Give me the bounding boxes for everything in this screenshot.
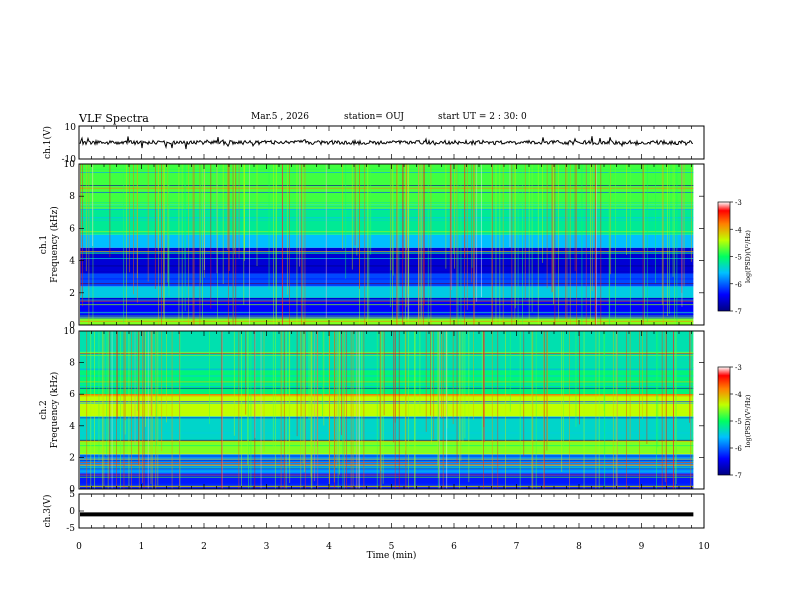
spectrogram-band bbox=[80, 394, 694, 417]
y-tick-label: 10 bbox=[64, 327, 76, 337]
y-axis-label: Frequency (kHz) bbox=[49, 206, 60, 283]
y-tick-label: 2 bbox=[69, 453, 75, 463]
waveform-ch3-frame bbox=[78, 493, 705, 529]
colorbar-label: log(PSD)(V²/Hz) bbox=[744, 230, 752, 283]
y-tick-label: 10 bbox=[65, 123, 77, 133]
x-axis-label: Time (min) bbox=[367, 550, 417, 561]
spectrogram-band bbox=[80, 416, 694, 441]
spectrogram-band bbox=[80, 440, 694, 455]
y-tick-label: 0 bbox=[69, 321, 75, 331]
y-tick-label: 0 bbox=[69, 485, 75, 495]
date-label: Mar.5 , 2026 bbox=[251, 112, 309, 122]
x-tick-label: 10 bbox=[698, 542, 710, 552]
colorbar bbox=[717, 366, 731, 476]
spectrogram-ch2 bbox=[80, 331, 731, 489]
spectrogram-band bbox=[80, 286, 694, 298]
y-axis-label: ch.1(V) bbox=[42, 126, 53, 159]
spectrogram-band bbox=[80, 204, 694, 235]
y-tick-label: 8 bbox=[69, 192, 75, 202]
colorbar-tick-label: -6 bbox=[735, 445, 742, 453]
y-tick-label: 2 bbox=[69, 289, 75, 299]
x-tick-label: 5 bbox=[389, 542, 395, 552]
colorbar-tick-label: -7 bbox=[735, 308, 742, 316]
colorbar-tick-label: -5 bbox=[735, 254, 742, 262]
chart-title: VLF Spectra bbox=[79, 112, 149, 125]
y-axis-label: ch.1 bbox=[39, 235, 49, 254]
station-label: station= OUJ bbox=[344, 112, 405, 122]
y-tick-label: 0 bbox=[69, 507, 75, 517]
x-tick-label: 8 bbox=[576, 542, 582, 552]
start-time-label: start UT = 2 : 30: 0 bbox=[438, 112, 527, 122]
y-tick-label: -10 bbox=[62, 155, 77, 165]
y-tick-label: 6 bbox=[69, 390, 75, 400]
spectrogram-band bbox=[80, 234, 694, 248]
x-tick-label: 6 bbox=[451, 542, 457, 552]
colorbar bbox=[717, 201, 731, 312]
colorbar-tick-label: -7 bbox=[735, 472, 742, 480]
spectrogram-band bbox=[80, 164, 694, 205]
y-tick-label: 4 bbox=[69, 422, 75, 432]
spectrogram-ch1 bbox=[78, 163, 731, 325]
y-tick-label: 4 bbox=[69, 257, 75, 267]
colorbar-label: log(PSD)(V²/Hz) bbox=[744, 394, 752, 447]
x-tick-label: 3 bbox=[264, 542, 270, 552]
colorbar-tick-label: -5 bbox=[735, 418, 742, 426]
waveform-ch1-trace bbox=[79, 136, 694, 150]
x-tick-label: 1 bbox=[139, 542, 145, 552]
y-tick-label: 8 bbox=[69, 359, 75, 369]
colorbar-tick-label: -4 bbox=[735, 391, 742, 399]
x-tick-label: 2 bbox=[201, 542, 207, 552]
y-axis-label: ch.3(V) bbox=[42, 495, 53, 528]
colorbar-tick-label: -3 bbox=[735, 364, 742, 372]
x-tick-label: 4 bbox=[326, 542, 332, 552]
y-tick-label: 6 bbox=[69, 224, 75, 234]
x-tick-label: 0 bbox=[76, 542, 82, 552]
colorbar-tick-label: -3 bbox=[735, 199, 742, 207]
spectrogram-band bbox=[80, 331, 694, 371]
y-tick-label: 5 bbox=[69, 490, 75, 500]
y-axis-label: ch.2 bbox=[39, 400, 49, 419]
x-tick-label: 9 bbox=[639, 542, 645, 552]
y-tick-label: 10 bbox=[64, 160, 76, 170]
y-axis-label: Frequency (kHz) bbox=[49, 372, 60, 449]
spectrogram-band bbox=[80, 273, 694, 287]
y-tick-label: -5 bbox=[66, 524, 75, 534]
x-tick-label: 7 bbox=[514, 542, 520, 552]
colorbar-tick-label: -6 bbox=[735, 281, 742, 289]
colorbar-tick-label: -4 bbox=[735, 226, 742, 234]
